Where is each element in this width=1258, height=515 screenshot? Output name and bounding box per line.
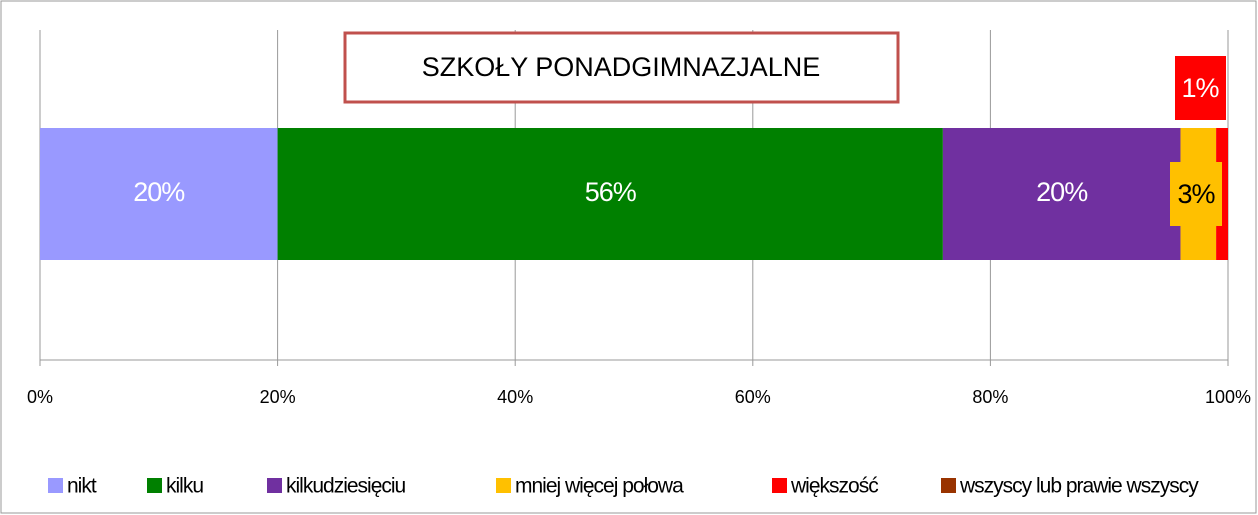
legend-swatch (267, 478, 282, 493)
data-label-box (1170, 162, 1222, 226)
data-label: 1% (1181, 73, 1219, 103)
legend-swatch (772, 478, 787, 493)
x-tick-label: 100% (1205, 387, 1251, 407)
legend-label: kilkudziesięciu (286, 475, 406, 498)
legend-label: nikt (67, 475, 97, 498)
bar-segment (40, 128, 278, 260)
data-label: 20% (133, 177, 185, 207)
x-tick-label: 80% (972, 387, 1008, 407)
x-tick-label: 60% (735, 387, 771, 407)
legend-label: wszyscy lub prawie wszyscy (959, 475, 1199, 498)
legend-swatch (941, 478, 956, 493)
legend-swatch (147, 478, 162, 493)
bar-segment (277, 128, 943, 260)
data-label: 20% (1036, 177, 1088, 207)
bar-segment (942, 128, 1181, 260)
data-label: 3% (1177, 179, 1215, 209)
chart-title: SZKOŁY PONADGIMNAZJALNE (422, 52, 821, 82)
data-label-box (1175, 56, 1226, 120)
bar-segment (1216, 128, 1228, 260)
x-tick-label: 20% (260, 387, 296, 407)
data-label: 56% (585, 177, 637, 207)
title-box (343, 31, 900, 104)
legend-label: większość (790, 475, 878, 498)
x-tick-label: 0% (27, 387, 53, 407)
x-tick-label: 40% (497, 387, 533, 407)
legend-swatch (48, 478, 63, 493)
legend-label: kilku (166, 475, 203, 498)
legend-label: mniej więcej połowa (515, 475, 684, 498)
legend-swatch (496, 478, 511, 493)
